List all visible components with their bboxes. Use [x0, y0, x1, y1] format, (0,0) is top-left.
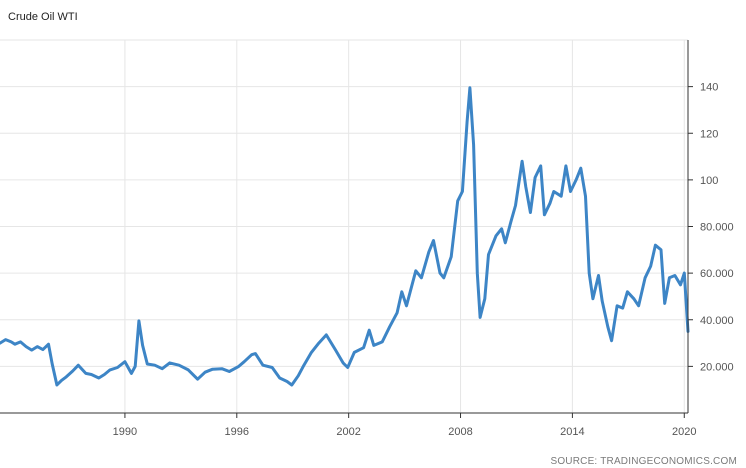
x-tick-label: 2020	[672, 426, 696, 438]
x-tick-label: 1996	[225, 426, 249, 438]
x-tick-label: 1990	[113, 426, 137, 438]
x-tick-label: 2008	[448, 426, 472, 438]
source-note: SOURCE: TRADINGECONOMICS.COM	[550, 456, 737, 467]
y-tick-label: 60.000	[700, 268, 734, 280]
y-tick-label: 140	[700, 82, 718, 94]
y-axis-ticks: 20.000 40.000 60.000 80.000 100 120 140	[688, 82, 734, 373]
y-tick-label: 40.000	[700, 315, 734, 327]
y-tick-label: 120	[700, 128, 718, 140]
y-tick-label: 100	[700, 175, 718, 187]
y-tick-label: 80.000	[700, 222, 734, 234]
series-line	[0, 86, 690, 387]
x-tick-label: 2014	[560, 426, 584, 438]
chart-title: Crude Oil WTI	[8, 11, 78, 23]
y-tick-label: 20.000	[700, 361, 734, 373]
grid	[0, 39, 688, 413]
x-tick-label: 2002	[336, 426, 360, 438]
x-axis-ticks: 1990 1996 2002 2008 2014 2020	[113, 413, 697, 438]
